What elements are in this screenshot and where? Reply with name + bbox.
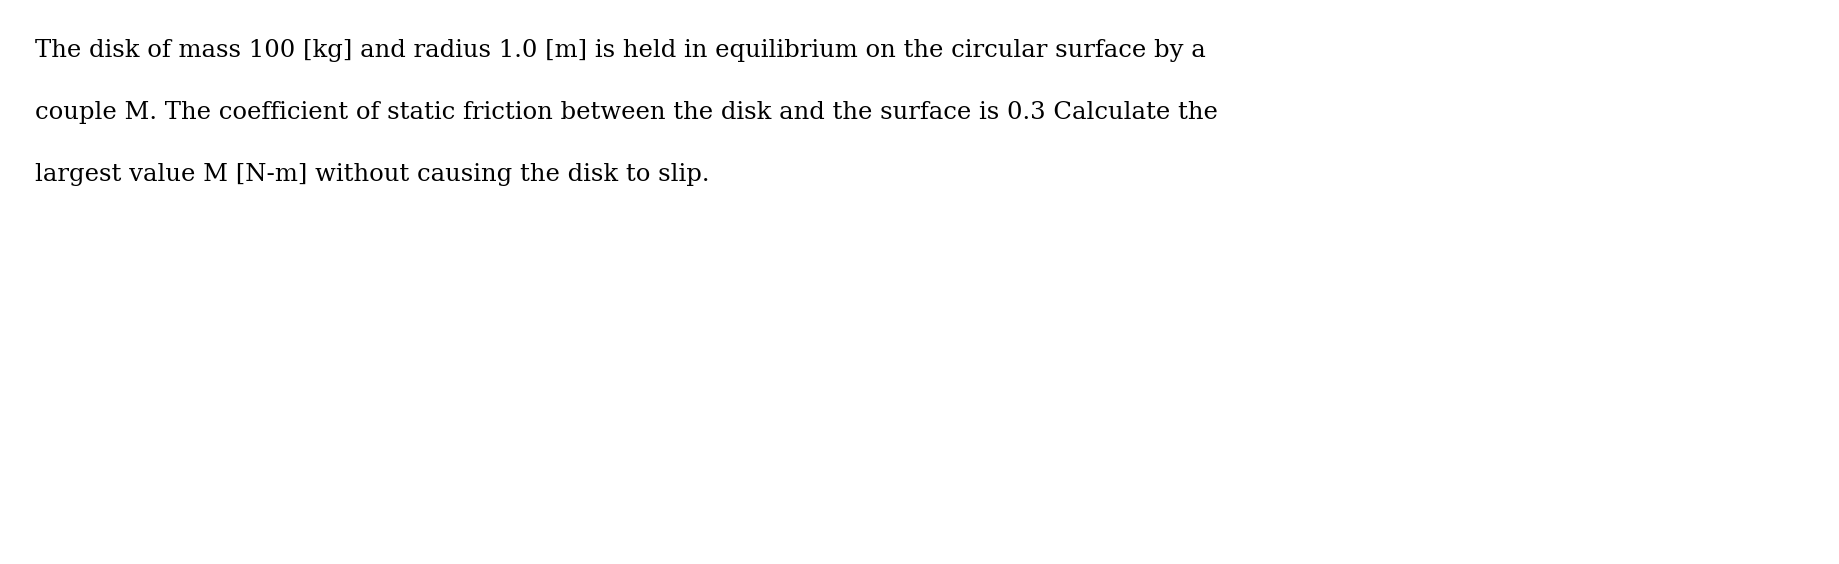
Text: largest value M [N-m] without causing the disk to slip.: largest value M [N-m] without causing th… — [35, 163, 710, 186]
Text: The disk of mass 100 [kg] and radius 1.0 [m] is held in equilibrium on the circu: The disk of mass 100 [kg] and radius 1.0… — [35, 39, 1205, 62]
Text: couple M. The coefficient of static friction between the disk and the surface is: couple M. The coefficient of static fric… — [35, 101, 1217, 124]
